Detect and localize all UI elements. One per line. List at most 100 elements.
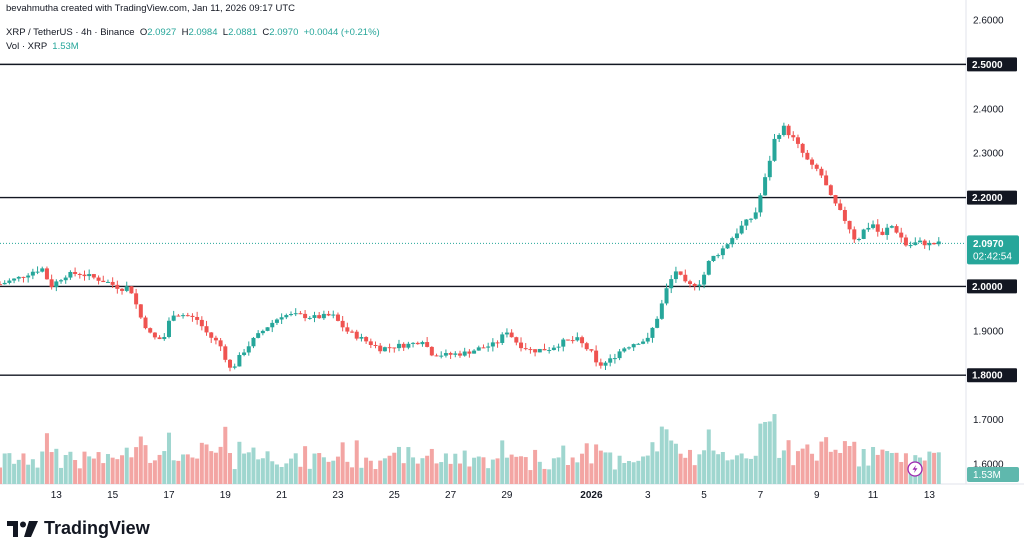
candle-78 (364, 336, 369, 344)
volume-bar-23 (105, 454, 110, 484)
chart-plot-area (0, 0, 966, 484)
candle-88 (411, 342, 416, 348)
volume-bar-155 (725, 460, 730, 484)
volume-bar-187 (875, 454, 880, 484)
volume-bar-50 (232, 469, 237, 484)
volume-bar-45 (209, 451, 214, 484)
candle-153 (716, 253, 721, 259)
time-tick-5: 23 (332, 490, 344, 501)
volume-bar-106 (495, 458, 500, 484)
volume-bar-114 (533, 449, 538, 484)
volume-bar-102 (476, 456, 481, 484)
candle-55 (256, 330, 261, 339)
volume-bar-51 (237, 441, 242, 484)
candle-7 (30, 268, 35, 280)
candle-126 (589, 349, 594, 353)
time-tick-13: 9 (814, 490, 820, 501)
ohlc-close: 2.0970 (269, 27, 299, 38)
replay-lightning-icon[interactable] (907, 461, 923, 477)
candle-143 (669, 275, 674, 294)
symbol-pair[interactable]: XRP / TetherUS (6, 27, 73, 38)
volume-bar-59 (274, 464, 279, 484)
candle-178 (833, 194, 838, 206)
candle-81 (378, 343, 383, 354)
candle-133 (622, 347, 627, 353)
candle-182 (852, 226, 857, 244)
candle-199 (932, 242, 937, 245)
price-tick-3: 2.3000 (973, 149, 1004, 160)
volume-bar-44 (204, 444, 209, 484)
candle-194 (908, 241, 913, 249)
level-badge-text-0: 2.5000 (972, 60, 1003, 71)
ohlc-change: +0.0044 (+0.21%) (303, 27, 380, 38)
candle-137 (641, 338, 646, 345)
level-badge-1 (967, 190, 1017, 205)
candle-160 (749, 218, 754, 223)
volume-bar-73 (340, 442, 345, 484)
volume-bar-53 (246, 452, 251, 484)
candle-44 (204, 320, 209, 336)
candle-59 (274, 318, 279, 325)
volume-bar-52 (242, 453, 247, 484)
volume-bar-22 (101, 463, 106, 484)
candle-191 (894, 224, 899, 234)
candle-142 (664, 283, 669, 306)
volume-bar-171 (800, 448, 805, 484)
volume-bar-100 (467, 466, 472, 484)
volume-bars (0, 414, 941, 484)
volume-bar-48 (223, 426, 228, 484)
candle-196 (918, 237, 922, 243)
candle-43 (199, 316, 204, 331)
volume-bar-190 (889, 452, 894, 484)
volume-bar-94 (439, 462, 444, 484)
candle-136 (636, 342, 641, 345)
volume-bar-185 (866, 465, 871, 484)
volume-bar-150 (702, 450, 707, 484)
volume-label: Vol · XRP (6, 41, 48, 52)
candle-193 (903, 234, 908, 247)
candle-86 (401, 342, 406, 351)
candle-71 (331, 310, 336, 319)
candle-159 (744, 219, 749, 231)
candle-123 (575, 332, 580, 342)
candle-69 (321, 310, 326, 320)
volume-badge-text: 1.53M (973, 470, 1001, 481)
candle-72 (335, 312, 340, 322)
volume-bar-117 (547, 469, 552, 484)
volume-bar-95 (443, 453, 448, 484)
volume-bar-135 (631, 462, 636, 484)
time-tick-7: 27 (445, 490, 457, 501)
volume-bar-121 (565, 465, 570, 484)
time-tick-0: 13 (51, 490, 63, 501)
volume-bar-180 (842, 441, 847, 484)
candle-132 (617, 349, 622, 361)
volume-bar-119 (556, 457, 561, 484)
candle-93 (434, 353, 439, 357)
ohlc-open-label: O (139, 27, 148, 38)
candle-129 (603, 361, 608, 370)
volume-bar-136 (636, 460, 641, 484)
time-tick-10: 3 (645, 490, 651, 501)
candle-37 (171, 310, 176, 322)
candle-121 (565, 339, 570, 341)
candle-68 (317, 312, 322, 319)
candle-97 (453, 351, 458, 358)
candle-167 (781, 122, 786, 137)
volume-bar-198 (927, 451, 932, 484)
candle-128 (598, 358, 603, 369)
candle-58 (270, 319, 275, 333)
candle-75 (350, 329, 355, 334)
volume-bar-192 (899, 461, 904, 484)
candle-0 (0, 281, 2, 286)
candle-180 (842, 206, 847, 224)
candle-30 (138, 304, 143, 320)
candle-102 (476, 345, 481, 351)
volume-bar-163 (763, 421, 768, 484)
candle-192 (899, 227, 904, 243)
volume-bar-65 (303, 446, 308, 484)
candle-108 (504, 328, 509, 338)
volume-bar-37 (171, 460, 176, 484)
volume-bar-6 (26, 464, 31, 484)
volume-bar-76 (354, 440, 359, 484)
